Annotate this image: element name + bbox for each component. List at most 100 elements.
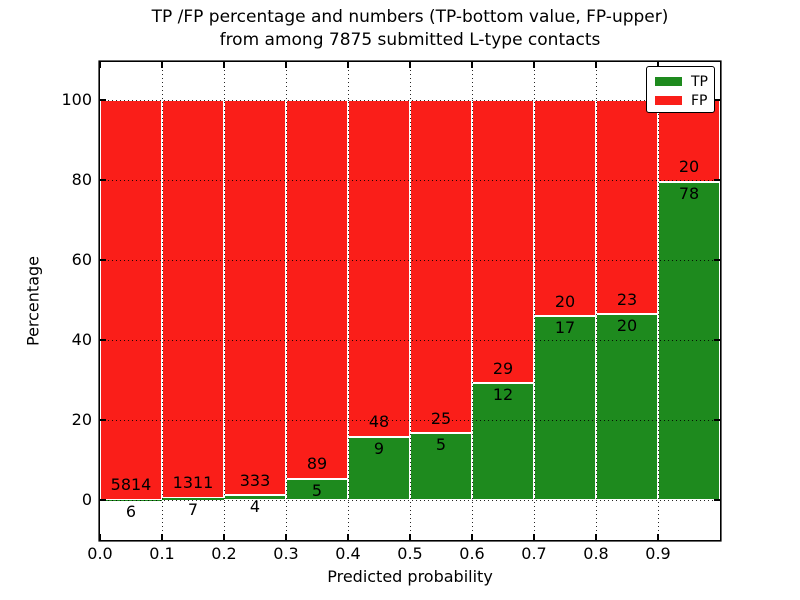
x-tick-mark	[595, 534, 597, 540]
x-tick-mark	[161, 62, 163, 68]
x-tick-label: 0.4	[335, 544, 361, 563]
fp-count-label: 5814	[110, 475, 152, 495]
tp-count-label: 4	[249, 497, 261, 517]
fp-count-label: 89	[306, 454, 328, 474]
tp-bar-segment	[472, 382, 534, 500]
fp-count-label: 48	[368, 412, 390, 432]
y-tick-mark	[100, 339, 106, 341]
tp-bar-segment	[162, 497, 224, 500]
y-gridline	[100, 339, 720, 341]
x-gridline	[595, 62, 597, 540]
fp-bar-segment	[534, 100, 596, 317]
fp-count-label: 20	[554, 291, 576, 311]
legend: TP FP	[646, 66, 715, 113]
x-gridline	[285, 62, 287, 540]
tp-count-label: 6	[125, 501, 137, 521]
x-tick-mark	[471, 62, 473, 68]
x-gridline	[409, 62, 411, 540]
tp-count-label: 78	[678, 183, 700, 203]
chart-title-line1: TP /FP percentage and numbers (TP-bottom…	[151, 7, 669, 27]
x-gridline	[471, 62, 473, 540]
fp-bar-segment	[658, 100, 720, 182]
chart-title-line2: from among 7875 submitted L-type contact…	[219, 30, 601, 50]
y-tick-mark	[100, 419, 106, 421]
fp-bar-segment	[100, 100, 162, 500]
x-tick-label: 0.6	[459, 544, 485, 563]
x-tick-label: 0.2	[211, 544, 237, 563]
x-tick-mark	[347, 534, 349, 540]
fp-count-label: 20	[678, 157, 700, 177]
chart-title: TP /FP percentage and numbers (TP-bottom…	[100, 6, 720, 52]
tp-swatch-icon	[655, 77, 682, 86]
y-gridline	[100, 419, 720, 421]
fp-count-label: 23	[616, 289, 638, 309]
tp-count-label: 17	[554, 318, 576, 338]
fp-bar-segment	[162, 100, 224, 498]
x-tick-mark	[99, 534, 101, 540]
tp-bar-segment	[534, 316, 596, 500]
y-tick-label: 20	[71, 410, 92, 429]
tp-count-label: 12	[492, 384, 514, 404]
y-gridline	[100, 499, 720, 501]
tp-bar-segment	[658, 181, 720, 500]
x-tick-label: 0.5	[397, 544, 423, 563]
fp-bar-segment	[224, 100, 286, 496]
plot-area: 5814 6 1311 7 333 4 89 5 48 9 25 5 29 12 20 17 23 20 20 78	[99, 62, 720, 540]
x-tick-mark	[409, 62, 411, 68]
fp-count-label: 29	[492, 358, 514, 378]
x-tick-label: 0.7	[521, 544, 547, 563]
fp-count-label: 333	[239, 470, 271, 490]
x-gridline	[347, 62, 349, 540]
y-tick-mark	[714, 499, 720, 501]
fp-swatch-icon	[655, 96, 682, 105]
y-tick-mark	[714, 419, 720, 421]
legend-label: TP	[691, 73, 708, 90]
x-tick-mark	[285, 62, 287, 68]
legend-item-fp: FP	[655, 91, 714, 110]
x-tick-mark	[657, 534, 659, 540]
fp-count-label: 25	[430, 408, 452, 428]
y-gridline	[100, 259, 720, 261]
y-gridline	[100, 179, 720, 181]
fp-bar-segment	[348, 100, 410, 437]
x-tick-mark	[533, 62, 535, 68]
y-tick-label: 100	[61, 90, 92, 109]
tp-count-label: 5	[435, 435, 447, 455]
tp-count-label: 7	[187, 499, 199, 519]
y-tick-label: 40	[71, 330, 92, 349]
x-tick-mark	[347, 62, 349, 68]
x-tick-mark	[161, 534, 163, 540]
y-tick-mark	[714, 179, 720, 181]
tp-bar-segment	[410, 433, 472, 500]
x-gridline	[161, 62, 163, 540]
y-tick-mark	[714, 259, 720, 261]
x-tick-label: 0.8	[583, 544, 609, 563]
y-tick-label: 80	[71, 170, 92, 189]
x-tick-mark	[285, 534, 287, 540]
x-tick-mark	[595, 62, 597, 68]
fp-bar-segment	[286, 100, 348, 479]
x-tick-mark	[223, 534, 225, 540]
x-tick-mark	[533, 534, 535, 540]
y-tick-mark	[100, 499, 106, 501]
tp-bar-segment	[596, 313, 658, 500]
tp-count-label: 9	[373, 438, 385, 458]
y-tick-mark	[714, 339, 720, 341]
x-axis-label: Predicted probability	[327, 567, 493, 586]
tp-count-label: 20	[616, 315, 638, 335]
fp-bar-segment	[596, 100, 658, 314]
y-tick-label: 0	[81, 490, 92, 509]
fp-bar-segment	[472, 100, 534, 383]
x-tick-mark	[223, 62, 225, 68]
x-tick-mark	[409, 534, 411, 540]
y-gridline	[100, 99, 720, 101]
y-tick-mark	[100, 259, 106, 261]
y-tick-label: 60	[71, 250, 92, 269]
legend-label: FP	[691, 92, 708, 109]
tp-count-label: 5	[311, 480, 323, 500]
y-tick-mark	[100, 179, 106, 181]
x-tick-label: 0.0	[87, 544, 113, 563]
y-tick-mark	[714, 99, 720, 101]
fp-count-label: 1311	[172, 473, 214, 493]
